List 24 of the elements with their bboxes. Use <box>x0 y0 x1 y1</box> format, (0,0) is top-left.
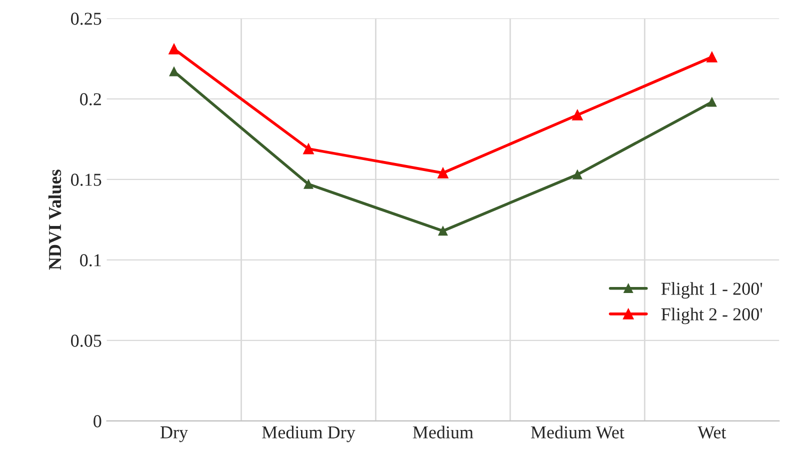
x-tick-label: Wet <box>698 426 726 439</box>
point <box>168 44 180 54</box>
point <box>303 143 314 154</box>
y-axis-title: NDVI Values <box>48 170 62 270</box>
point <box>572 170 582 180</box>
x-tick-label: Dry <box>160 426 188 442</box>
point <box>438 226 448 236</box>
x-tick-label: Medium Wet <box>530 426 624 439</box>
point <box>304 180 314 189</box>
point <box>706 52 718 62</box>
y-tick-label: 0.25 <box>71 12 102 25</box>
point <box>572 110 583 120</box>
point <box>438 168 448 178</box>
legend-label: Flight 1 - 200' <box>661 282 762 299</box>
y-tick-label: 0.1 <box>80 254 101 266</box>
y-tick-label: 0.05 <box>71 334 102 347</box>
legend-label: Flight 2 - 200' <box>661 308 762 324</box>
y-tick-label: 0 <box>94 415 102 428</box>
y-tick-label: 0.15 <box>71 174 102 186</box>
x-tick-label: Medium Dry <box>262 426 356 442</box>
y-tick-label: 0.2 <box>80 93 101 106</box>
point <box>169 66 179 76</box>
x-tick-label: Medium <box>412 426 474 438</box>
point <box>707 97 717 107</box>
